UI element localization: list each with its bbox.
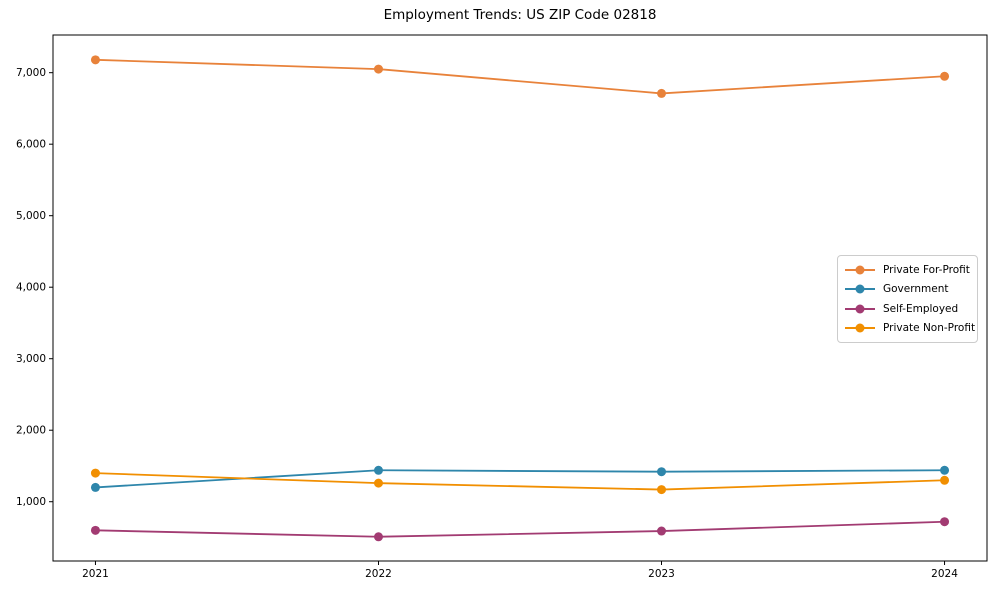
legend-line-marker-icon: [845, 265, 875, 275]
data-point-private-for-profit: [90, 55, 100, 65]
y-axis-tick-label: 7,000: [16, 67, 46, 79]
legend-line-marker-icon: [845, 284, 875, 294]
data-point-government: [940, 465, 950, 475]
y-axis-tick-label: 2,000: [16, 425, 46, 437]
y-axis-tick-label: 1,000: [16, 496, 46, 508]
legend-line-marker-icon: [845, 323, 875, 333]
y-axis-tick-label: 5,000: [16, 210, 46, 222]
series-line-self-employed: [94, 520, 946, 538]
data-point-self-employed: [940, 517, 950, 527]
data-point-self-employed: [657, 526, 667, 536]
data-point-private-non-profit: [90, 468, 100, 478]
data-point-government: [90, 482, 100, 492]
legend-entry-government: Government: [844, 280, 971, 300]
data-point-government: [657, 467, 667, 477]
series-line-private-non-profit: [94, 472, 946, 491]
data-point-self-employed: [90, 525, 100, 535]
legend-entry-private-non-profit: Private Non-Profit: [844, 319, 975, 339]
legend-label: Private Non-Profit: [883, 322, 976, 335]
x-axis-tick-label: 2021: [82, 568, 109, 580]
data-point-private-non-profit: [373, 478, 383, 488]
chart-legend: Private For-Profit Government Self-Employe…: [837, 255, 978, 343]
legend-entry-private-for-profit: Private For-Profit: [844, 260, 971, 280]
legend-entry-self-employed: Self-Employed: [844, 299, 971, 319]
chart-title: Employment Trends: US ZIP Code 02818: [383, 7, 657, 23]
x-axis-tick-label: 2023: [648, 568, 675, 580]
data-point-self-employed: [373, 532, 383, 542]
x-axis-tick-label: 2022: [365, 568, 392, 580]
plot-border: [52, 34, 988, 562]
data-point-government: [373, 465, 383, 475]
x-axis-tick-label: 2024: [931, 568, 958, 580]
legend-line-marker-icon: [845, 304, 875, 314]
data-point-private-non-profit: [657, 485, 667, 495]
data-point-private-for-profit: [657, 88, 667, 98]
legend-label: Private For-Profit: [883, 263, 970, 276]
data-point-private-for-profit: [940, 71, 950, 81]
series-line-private-for-profit: [94, 58, 946, 95]
y-axis-tick-label: 4,000: [16, 282, 46, 294]
y-axis-tick-label: 6,000: [16, 139, 46, 151]
y-axis-tick-label: 3,000: [16, 353, 46, 365]
legend-label: Government: [883, 283, 949, 296]
data-point-private-for-profit: [373, 64, 383, 74]
data-point-private-non-profit: [940, 475, 950, 485]
legend-label: Self-Employed: [883, 302, 959, 315]
